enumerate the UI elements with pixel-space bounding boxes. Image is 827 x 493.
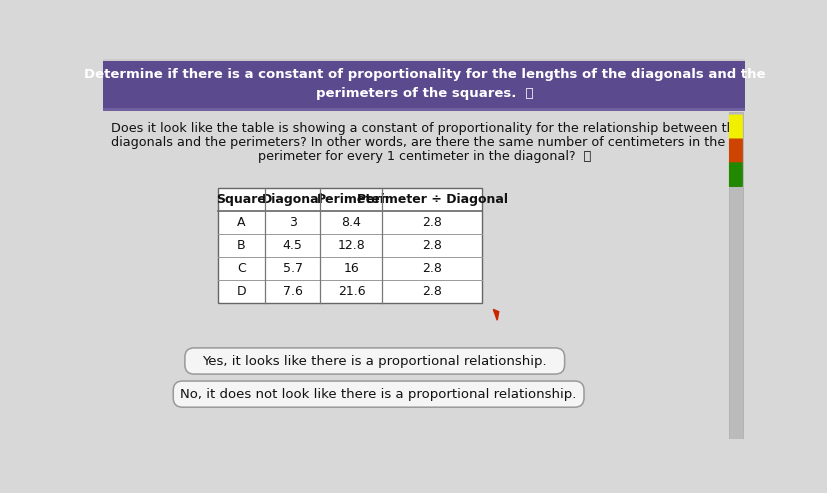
Text: Diagonal: Diagonal xyxy=(261,193,323,206)
Bar xyxy=(103,59,744,109)
Text: 5.7: 5.7 xyxy=(282,262,302,275)
Text: 2.8: 2.8 xyxy=(422,285,442,298)
Text: perimeter for every 1 centimeter in the diagonal?  🔊: perimeter for every 1 centimeter in the … xyxy=(257,150,590,163)
Text: 2.8: 2.8 xyxy=(422,262,442,275)
Text: 8.4: 8.4 xyxy=(342,216,361,229)
FancyBboxPatch shape xyxy=(173,381,583,407)
Text: Perimeter: Perimeter xyxy=(316,193,386,206)
Bar xyxy=(218,188,481,303)
Polygon shape xyxy=(493,310,498,320)
FancyBboxPatch shape xyxy=(728,139,742,163)
Text: 16: 16 xyxy=(343,262,359,275)
Text: 12.8: 12.8 xyxy=(337,239,365,252)
FancyBboxPatch shape xyxy=(728,114,742,139)
Text: 7.6: 7.6 xyxy=(282,285,302,298)
FancyBboxPatch shape xyxy=(184,348,564,374)
Text: 3: 3 xyxy=(289,216,296,229)
Text: perimeters of the squares.  🔊: perimeters of the squares. 🔊 xyxy=(315,87,533,100)
Text: No, it does not look like there is a proportional relationship.: No, it does not look like there is a pro… xyxy=(180,387,576,401)
Text: Perimeter ÷ Diagonal: Perimeter ÷ Diagonal xyxy=(356,193,507,206)
Bar xyxy=(728,111,742,439)
Text: Does it look like the table is showing a constant of proportionality for the rel: Does it look like the table is showing a… xyxy=(111,122,742,135)
Bar xyxy=(103,107,744,111)
Text: 2.8: 2.8 xyxy=(422,239,442,252)
FancyBboxPatch shape xyxy=(728,162,742,187)
Text: Yes, it looks like there is a proportional relationship.: Yes, it looks like there is a proportion… xyxy=(202,354,547,367)
Text: 21.6: 21.6 xyxy=(337,285,365,298)
Text: Square: Square xyxy=(216,193,266,206)
Text: diagonals and the perimeters? In other words, are there the same number of centi: diagonals and the perimeters? In other w… xyxy=(111,136,724,149)
Text: 4.5: 4.5 xyxy=(282,239,302,252)
Text: A: A xyxy=(237,216,246,229)
Text: 2.8: 2.8 xyxy=(422,216,442,229)
Text: Determine if there is a constant of proportionality for the lengths of the diago: Determine if there is a constant of prop… xyxy=(84,68,764,81)
Text: D: D xyxy=(237,285,246,298)
Text: B: B xyxy=(237,239,246,252)
Bar xyxy=(103,59,744,62)
Text: C: C xyxy=(237,262,246,275)
